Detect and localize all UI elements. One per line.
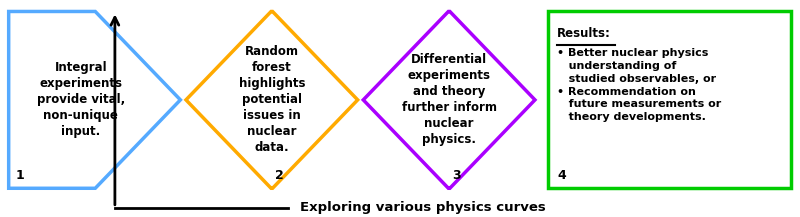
Text: 4: 4 [558,169,566,182]
Text: Results:: Results: [558,26,611,39]
Text: 1: 1 [15,169,24,182]
Text: • Better nuclear physics
   understanding of
   studied observables, or
• Recomm: • Better nuclear physics understanding o… [558,48,722,122]
Text: 2: 2 [275,169,284,182]
Text: 3: 3 [452,169,461,182]
Text: Integral
experiments
provide vital,
non-unique
input.: Integral experiments provide vital, non-… [37,61,125,138]
Text: Random
forest
highlights
potential
issues in
nuclear
data.: Random forest highlights potential issue… [238,45,305,154]
Text: Exploring various physics curves: Exploring various physics curves [300,201,546,214]
Text: Differential
experiments
and theory
further inform
nuclear
physics.: Differential experiments and theory furt… [402,53,497,146]
Bar [548,12,791,188]
